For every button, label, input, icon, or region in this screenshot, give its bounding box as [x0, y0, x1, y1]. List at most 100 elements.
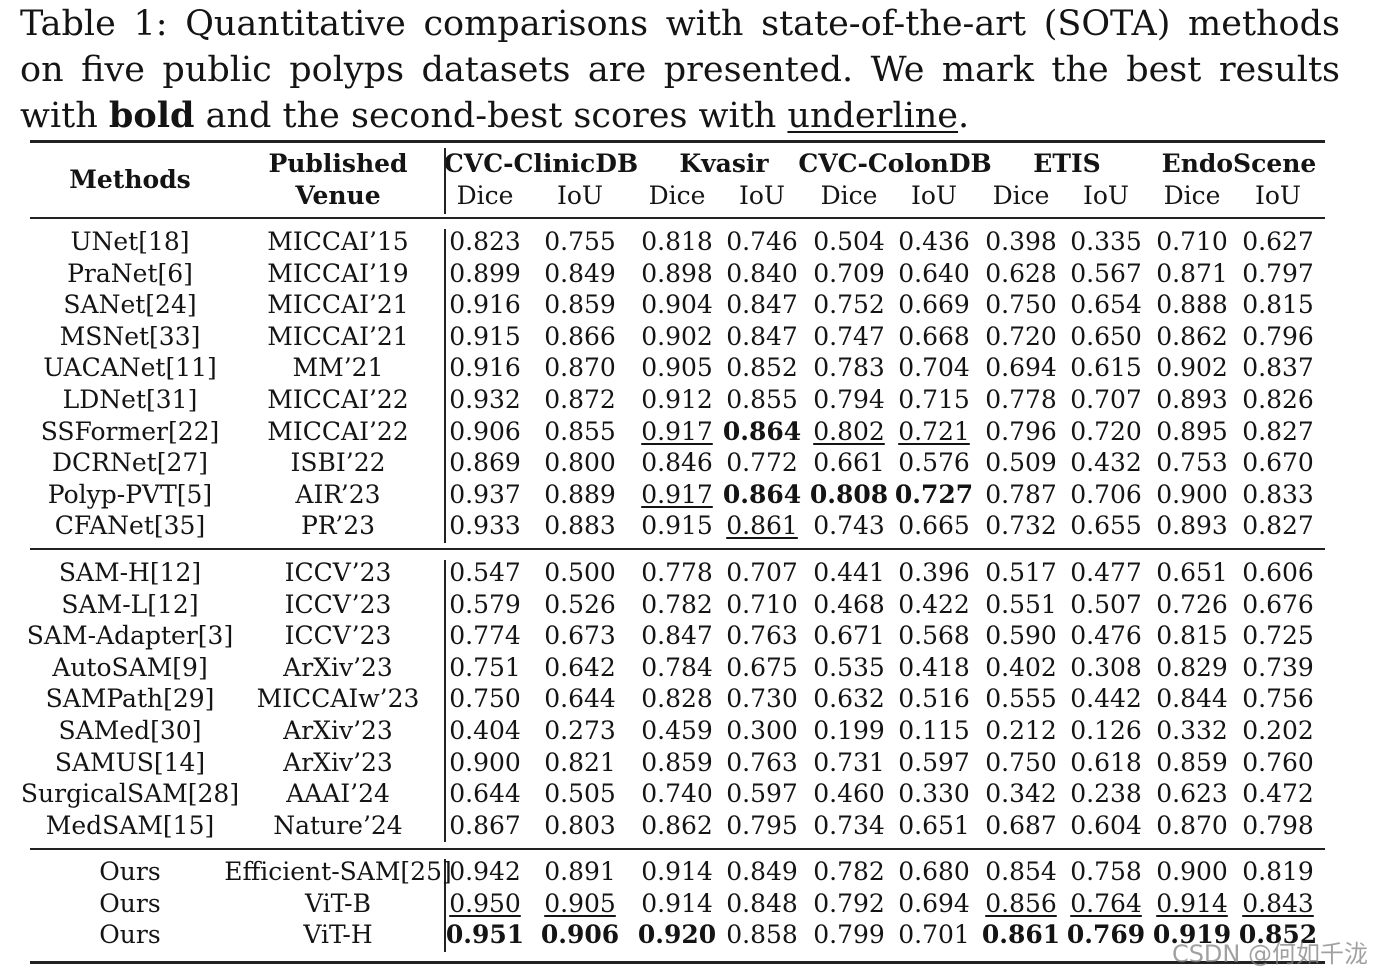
- value-cell: 0.916: [449, 353, 521, 383]
- value-cell: 0.837: [1242, 353, 1314, 383]
- method-cell: DCRNet[27]: [51, 448, 209, 478]
- method-cell: AutoSAM[9]: [52, 652, 208, 682]
- value-cell: 0.904: [641, 290, 713, 320]
- value-cell: 0.422: [898, 589, 970, 619]
- value-cell: 0.763: [726, 747, 798, 777]
- value-cell: 0.760: [1242, 747, 1314, 777]
- venue-cell: MICCAI’15: [267, 227, 409, 256]
- metric-header-iou: IoU: [911, 181, 957, 210]
- value-cell: 0.640: [898, 258, 970, 288]
- value-cell: 0.821: [544, 747, 616, 777]
- dataset-header: CVC-ColonDB: [798, 149, 992, 178]
- metric-header-iou: IoU: [1255, 181, 1301, 210]
- watermark: CSDN @何如千泷: [1171, 940, 1368, 968]
- metric-header-iou: IoU: [557, 181, 603, 210]
- caption-part2: and the second-best scores with: [194, 96, 788, 136]
- method-cell: SSFormer[22]: [40, 416, 220, 446]
- method-cell: SAM-H[12]: [58, 558, 202, 587]
- value-cell: 0.476: [1070, 621, 1142, 651]
- value-cell: 0.914: [1156, 888, 1228, 918]
- value-cell: 0.869: [449, 448, 521, 478]
- value-cell: 0.848: [726, 888, 798, 918]
- vertical-rule: [444, 148, 446, 214]
- top-rule: [30, 140, 1325, 143]
- value-cell: 0.792: [813, 888, 885, 918]
- value-cell: 0.932: [449, 385, 521, 414]
- method-cell: SurgicalSAM[28]: [20, 779, 240, 809]
- value-cell: 0.202: [1242, 716, 1314, 745]
- value-cell: 0.721: [898, 416, 970, 446]
- value-cell: 0.402: [985, 652, 1057, 682]
- metric-header-dice: Dice: [648, 181, 706, 210]
- value-cell: 0.854: [985, 857, 1057, 886]
- method-cell: MedSAM[15]: [45, 810, 215, 840]
- value-cell: 0.535: [813, 652, 885, 682]
- value-cell: 0.855: [544, 416, 616, 446]
- value-cell: 0.900: [1156, 479, 1228, 509]
- value-cell: 0.899: [449, 258, 521, 288]
- method-cell: Polyp-PVT[5]: [47, 479, 213, 509]
- group1-rule: [30, 548, 1325, 550]
- value-cell: 0.665: [898, 511, 970, 541]
- value-cell: 0.920: [637, 920, 717, 950]
- value-cell: 0.732: [985, 511, 1057, 541]
- value-cell: 0.517: [985, 558, 1057, 587]
- venue-cell: MICCAI’22: [267, 416, 409, 446]
- value-cell: 0.905: [641, 353, 713, 383]
- value-cell: 0.864: [722, 416, 802, 446]
- value-cell: 0.628: [985, 258, 1057, 288]
- value-cell: 0.856: [985, 888, 1057, 918]
- method-cell: Ours: [99, 888, 161, 918]
- value-cell: 0.843: [1242, 888, 1314, 918]
- value-cell: 0.794: [813, 385, 885, 414]
- value-cell: 0.555: [985, 684, 1057, 714]
- value-cell: 0.829: [1156, 652, 1228, 682]
- value-cell: 0.332: [1156, 716, 1228, 745]
- value-cell: 0.199: [813, 716, 885, 745]
- value-cell: 0.273: [544, 716, 616, 745]
- value-cell: 0.895: [1156, 416, 1228, 446]
- value-cell: 0.526: [544, 589, 616, 619]
- value-cell: 0.726: [1156, 589, 1228, 619]
- value-cell: 0.668: [898, 321, 970, 351]
- value-cell: 0.404: [449, 716, 521, 745]
- value-cell: 0.778: [641, 558, 713, 587]
- venue-cell: ViT-B: [305, 888, 371, 918]
- value-cell: 0.802: [813, 416, 885, 446]
- value-cell: 0.799: [813, 920, 885, 950]
- value-cell: 0.707: [726, 558, 798, 587]
- value-cell: 0.849: [544, 258, 616, 288]
- value-cell: 0.710: [726, 589, 798, 619]
- method-cell: PraNet[6]: [67, 258, 193, 288]
- value-cell: 0.752: [813, 290, 885, 320]
- value-cell: 0.459: [641, 716, 713, 745]
- value-cell: 0.701: [898, 920, 970, 950]
- value-cell: 0.862: [641, 810, 713, 840]
- value-cell: 0.300: [726, 716, 798, 745]
- value-cell: 0.753: [1156, 448, 1228, 478]
- value-cell: 0.906: [449, 416, 521, 446]
- venue-cell: MM’21: [292, 353, 384, 383]
- value-cell: 0.819: [1242, 857, 1314, 886]
- value-cell: 0.870: [1156, 810, 1228, 840]
- value-cell: 0.800: [544, 448, 616, 478]
- caption-underline-word: underline: [787, 96, 959, 136]
- value-cell: 0.547: [449, 558, 521, 587]
- value-cell: 0.906: [540, 920, 620, 950]
- value-cell: 0.725: [1242, 621, 1314, 651]
- methods-header: Methods: [69, 165, 191, 194]
- value-cell: 0.893: [1156, 385, 1228, 414]
- value-cell: 0.694: [898, 888, 970, 918]
- value-cell: 0.917: [641, 416, 713, 446]
- value-cell: 0.798: [1242, 810, 1314, 840]
- value-cell: 0.782: [813, 857, 885, 886]
- value-cell: 0.778: [985, 385, 1057, 414]
- dataset-header: ETIS: [1033, 149, 1101, 178]
- value-cell: 0.827: [1242, 511, 1314, 541]
- value-cell: 0.847: [726, 321, 798, 351]
- value-cell: 0.756: [1242, 684, 1314, 714]
- method-cell: SAMUS[14]: [54, 747, 206, 777]
- value-cell: 0.632: [813, 684, 885, 714]
- value-cell: 0.915: [449, 321, 521, 351]
- value-cell: 0.871: [1156, 258, 1228, 288]
